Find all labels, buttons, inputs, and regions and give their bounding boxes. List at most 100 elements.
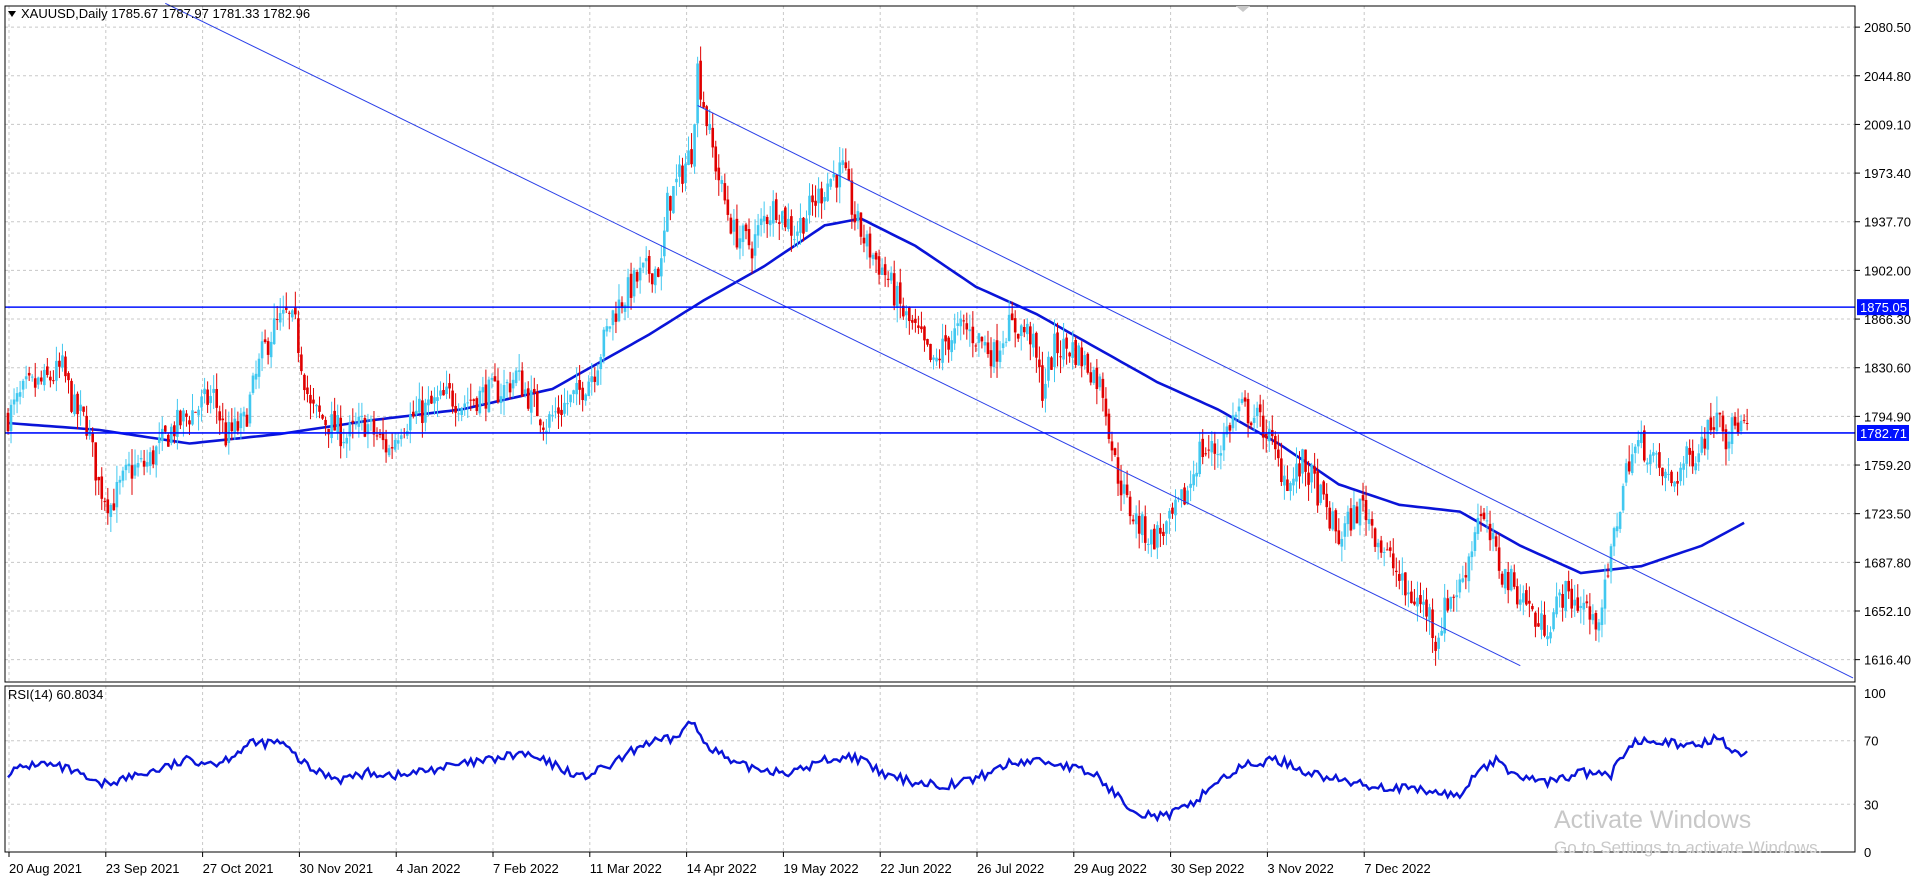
candle-body [1636,440,1640,447]
candle-body [587,381,591,396]
candle-body [484,384,488,409]
candle-body [953,328,956,344]
candle-body [179,410,182,426]
candle-body [1694,463,1698,471]
candle-body [1591,614,1595,621]
candle-body [1165,521,1168,534]
candle-body [203,388,206,395]
price-panel-frame [4,5,1856,683]
candle-body [1358,498,1362,526]
candle-body [94,442,98,481]
candle-body [1594,612,1598,630]
candle-body [287,312,291,314]
candle-body [1509,568,1513,591]
candlestick-series[interactable] [6,46,1749,666]
candle-body [1718,412,1722,415]
candle-body [1331,511,1335,530]
candle-body [950,340,953,353]
candle-body [1561,593,1564,608]
rsi-level-label: 30 [1864,797,1878,812]
candle-body [829,178,832,187]
candle-body [15,393,19,402]
candle-body [898,282,902,304]
candle-body [206,389,209,405]
candle-body [363,418,367,437]
candle-body [874,252,878,260]
candle-body [536,391,539,417]
collapse-triangle-icon[interactable] [8,11,16,17]
candle-body [260,341,264,359]
rsi-panel-frame [4,685,1856,853]
candle-body [52,380,55,382]
candle-body [1588,606,1592,620]
candle-body [79,404,82,411]
candle-body [926,339,929,345]
candle-body [1086,353,1090,373]
candle-body [1388,547,1392,551]
candle-body [838,162,842,188]
candle-body [197,409,200,416]
candle-body [251,375,255,393]
candle-body [415,410,418,415]
candle-body [886,278,890,280]
candle-body [1092,369,1096,384]
candle-body [1600,607,1604,626]
candle-body [1670,471,1673,484]
candle-body [1346,511,1350,525]
candle-body [1398,574,1401,581]
candle-body [529,390,533,413]
candle-body [859,212,863,237]
candle-body [1080,347,1084,367]
candle-body [1340,538,1344,547]
candle-body [33,378,37,388]
candle-body [490,377,494,380]
candle-body [70,380,73,412]
candle-body [1576,597,1580,611]
candle-body [1727,441,1731,449]
candle-body [448,383,451,389]
candle-body [1116,457,1120,484]
trendline-layer[interactable] [165,2,1854,679]
candle-body [336,415,339,433]
candle-body [938,358,941,361]
candle-body [1210,440,1214,453]
candle-body [1089,372,1093,383]
candle-body [387,448,391,456]
horizontal-lines-layer[interactable] [5,306,1855,434]
candle-body [1461,578,1465,582]
candle-body [974,345,978,347]
candle-body [375,435,379,437]
candle-body [911,320,914,323]
candle-body [1337,530,1341,544]
candle-body [1267,428,1271,442]
price-label: 1652.10 [1864,604,1911,619]
candle-body [1612,528,1616,547]
rsi-label: RSI(14) 60.8034 [8,687,103,702]
candle-body [590,376,594,383]
candle-body [1376,542,1380,548]
candle-body [638,267,642,281]
candle-body [895,285,899,308]
candle-body [1515,586,1519,605]
candle-body [1246,398,1250,424]
rsi-indicator [7,720,1748,823]
candle-body [1077,345,1081,366]
candle-body [1168,510,1171,519]
candle-body [1485,520,1489,522]
candle-body [514,370,518,384]
candle-body [605,326,609,332]
candle-body [1056,332,1059,354]
candle-body [1712,427,1716,430]
candle-body [49,376,52,381]
candle-body [584,394,587,401]
candle-body [998,350,1002,363]
candle-body [696,63,699,124]
candle-body [765,216,769,224]
candle-body [799,217,802,233]
candle-body [741,225,745,243]
candle-body [1274,436,1277,450]
candle-body [1633,446,1637,454]
candle-body [620,302,624,309]
